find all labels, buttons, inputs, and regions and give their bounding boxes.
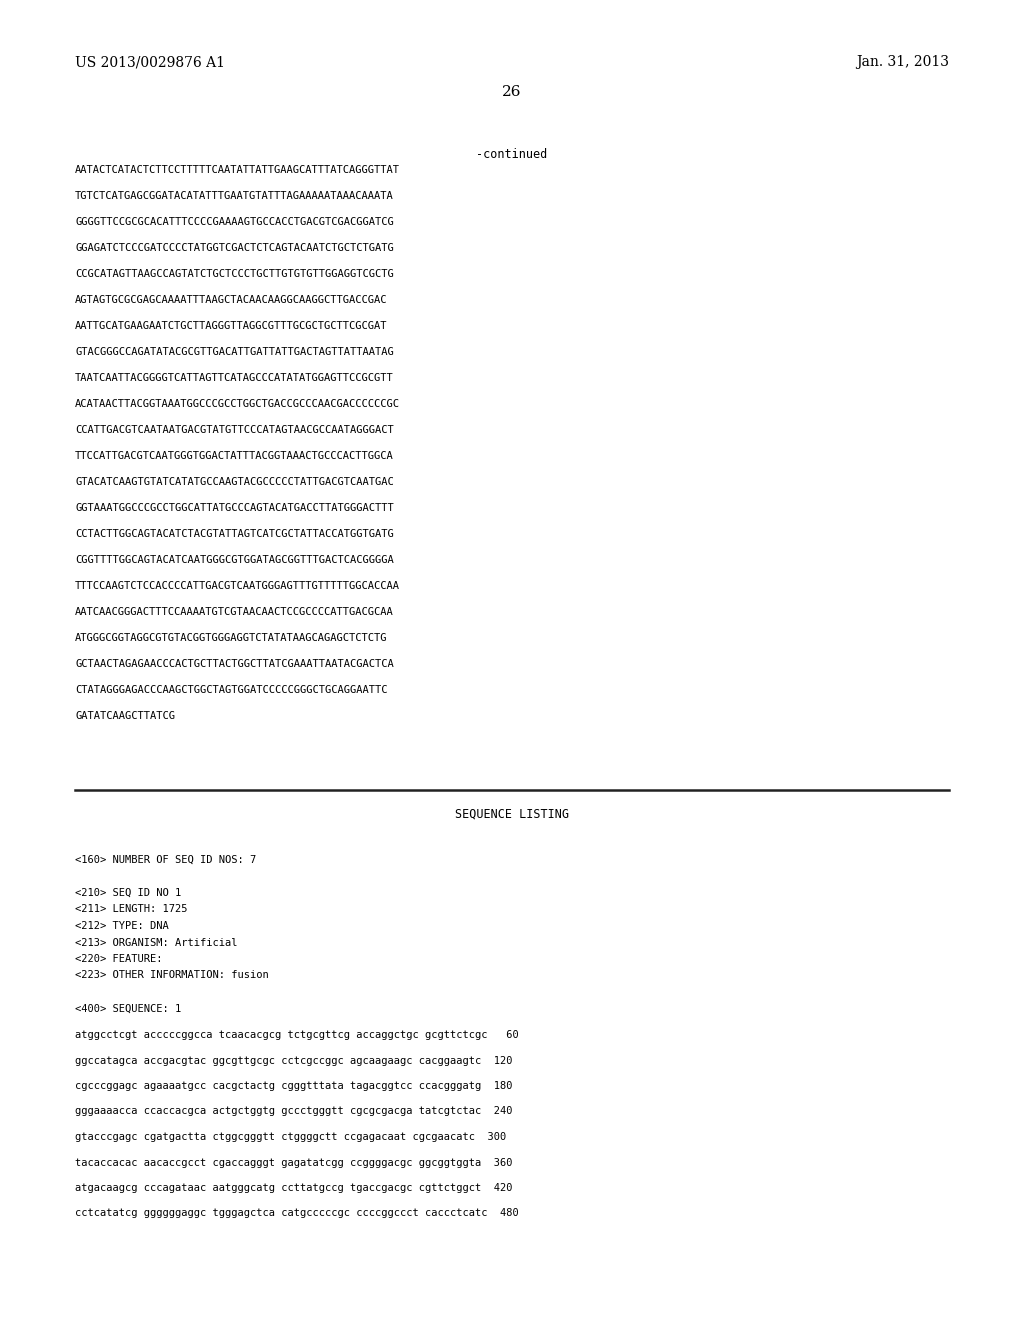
Text: GTACGGGCCAGATATACGCGTTGACATTGATTATTGACTAGTTATTAATAG: GTACGGGCCAGATATACGCGTTGACATTGATTATTGACTA… [75, 347, 394, 356]
Text: ACATAACTTACGGTAAATGGCCCGCCTGGCTGACCGCCCAACGACCCCCCGC: ACATAACTTACGGTAAATGGCCCGCCTGGCTGACCGCCCA… [75, 399, 400, 409]
Text: <160> NUMBER OF SEQ ID NOS: 7: <160> NUMBER OF SEQ ID NOS: 7 [75, 855, 256, 865]
Text: AATCAACGGGACTTTCCAAAATGTCGTAACAACTCCGCCCCATTGACGCAA: AATCAACGGGACTTTCCAAAATGTCGTAACAACTCCGCCC… [75, 607, 394, 616]
Text: Jan. 31, 2013: Jan. 31, 2013 [856, 55, 949, 69]
Text: TTTCCAAGTCTCCACCCCATTGACGTCAATGGGAGTTTGTTTTTGGCACCAA: TTTCCAAGTCTCCACCCCATTGACGTCAATGGGAGTTTGT… [75, 581, 400, 591]
Text: cgcccggagc agaaaatgcc cacgctactg cgggtttata tagacggtcc ccacgggatg  180: cgcccggagc agaaaatgcc cacgctactg cgggttt… [75, 1081, 512, 1092]
Text: TTCCATTGACGTCAATGGGTGGACTATTTACGGTAAACTGCCCACTTGGCA: TTCCATTGACGTCAATGGGTGGACTATTTACGGTAAACTG… [75, 451, 394, 461]
Text: ATGGGCGGTAGGCGTGTACGGTGGGAGGTCTATATAAGCAGAGCTCTCTG: ATGGGCGGTAGGCGTGTACGGTGGGAGGTCTATATAAGCA… [75, 634, 387, 643]
Text: <400> SEQUENCE: 1: <400> SEQUENCE: 1 [75, 1003, 181, 1014]
Text: CCATTGACGTCAATAATGACGTATGTTCCCATAGTAACGCCAATAGGGACT: CCATTGACGTCAATAATGACGTATGTTCCCATAGTAACGC… [75, 425, 394, 436]
Text: AATTGCATGAAGAATCTGCTTAGGGTTAGGCGTTTGCGCTGCTTCGCGAT: AATTGCATGAAGAATCTGCTTAGGGTTAGGCGTTTGCGCT… [75, 321, 387, 331]
Text: <210> SEQ ID NO 1: <210> SEQ ID NO 1 [75, 888, 181, 898]
Text: <211> LENGTH: 1725: <211> LENGTH: 1725 [75, 904, 187, 915]
Text: ggccatagca accgacgtac ggcgttgcgc cctcgccggc agcaagaagc cacggaagtc  120: ggccatagca accgacgtac ggcgttgcgc cctcgcc… [75, 1056, 512, 1065]
Text: CTATAGGGAGACCCAAGCTGGCTAGTGGATCCCCCGGGCTGCAGGAATTC: CTATAGGGAGACCCAAGCTGGCTAGTGGATCCCCCGGGCT… [75, 685, 387, 696]
Text: gtacccgagc cgatgactta ctggcgggtt ctggggctt ccgagacaat cgcgaacatc  300: gtacccgagc cgatgactta ctggcgggtt ctggggc… [75, 1133, 506, 1142]
Text: TAATCAATTACGGGGTCATTAGTTCATAGCCCATATATGGAGTTCCGCGTT: TAATCAATTACGGGGTCATTAGTTCATAGCCCATATATGG… [75, 374, 394, 383]
Text: GTACATCAAGTGTATCATATGCCAAGTACGCCCCCTATTGACGTCAATGAC: GTACATCAAGTGTATCATATGCCAAGTACGCCCCCTATTG… [75, 477, 394, 487]
Text: tacaccacac aacaccgcct cgaccagggt gagatatcgg ccggggacgc ggcggtggta  360: tacaccacac aacaccgcct cgaccagggt gagatat… [75, 1158, 512, 1167]
Text: GGGGTTCCGCGCACATTTCCCCGAAAAGTGCCACCTGACGTCGACGGATCG: GGGGTTCCGCGCACATTTCCCCGAAAAGTGCCACCTGACG… [75, 216, 394, 227]
Text: <212> TYPE: DNA: <212> TYPE: DNA [75, 921, 169, 931]
Text: GGTAAATGGCCCGCCTGGCATTATGCCCAGTACATGACCTTATGGGACTTT: GGTAAATGGCCCGCCTGGCATTATGCCCAGTACATGACCT… [75, 503, 394, 513]
Text: CGGTTTTGGCAGTACATCAATGGGCGTGGATAGCGGTTTGACTCACGGGGA: CGGTTTTGGCAGTACATCAATGGGCGTGGATAGCGGTTTG… [75, 554, 394, 565]
Text: CCGCATAGTTAAGCCAGTATCTGCTCCCTGCTTGTGTGTTGGAGGTCGCTG: CCGCATAGTTAAGCCAGTATCTGCTCCCTGCTTGTGTGTT… [75, 269, 394, 279]
Text: GATATCAAGCTTATCG: GATATCAAGCTTATCG [75, 711, 175, 721]
Text: GGAGATCTCCCGATCCCCTATGGTCGACTCTCAGTACAATCTGCTCTGATG: GGAGATCTCCCGATCCCCTATGGTCGACTCTCAGTACAAT… [75, 243, 394, 253]
Text: AGTAGTGCGCGAGCAAAATTTAAGCTACAACAAGGCAAGGCTTGACCGAC: AGTAGTGCGCGAGCAAAATTTAAGCTACAACAAGGCAAGG… [75, 294, 387, 305]
Text: CCTACTTGGCAGTACATCTACGTATTAGTCATCGCTATTACCATGGTGATG: CCTACTTGGCAGTACATCTACGTATTAGTCATCGCTATTA… [75, 529, 394, 539]
Text: <223> OTHER INFORMATION: fusion: <223> OTHER INFORMATION: fusion [75, 970, 268, 981]
Text: 26: 26 [502, 84, 522, 99]
Text: <220> FEATURE:: <220> FEATURE: [75, 954, 163, 964]
Text: atgacaagcg cccagataac aatgggcatg ccttatgccg tgaccgacgc cgttctggct  420: atgacaagcg cccagataac aatgggcatg ccttatg… [75, 1183, 512, 1193]
Text: cctcatatcg ggggggaggc tgggagctca catgcccccgc ccccggccct caccctcatc  480: cctcatatcg ggggggaggc tgggagctca catgccc… [75, 1209, 519, 1218]
Text: US 2013/0029876 A1: US 2013/0029876 A1 [75, 55, 225, 69]
Text: AATACTCATACTCTTCCTTTTTCAATATTATTGAAGCATTTATCAGGGTTAT: AATACTCATACTCTTCCTTTTTCAATATTATTGAAGCATT… [75, 165, 400, 176]
Text: <213> ORGANISM: Artificial: <213> ORGANISM: Artificial [75, 937, 238, 948]
Text: atggcctcgt acccccggcca tcaacacgcg tctgcgttcg accaggctgc gcgttctcgc   60: atggcctcgt acccccggcca tcaacacgcg tctgcg… [75, 1030, 519, 1040]
Text: GCTAACTAGAGAACCCACTGCTTACTGGCTTATCGAAATTAATACGACTCA: GCTAACTAGAGAACCCACTGCTTACTGGCTTATCGAAATT… [75, 659, 394, 669]
Text: TGTCTCATGAGCGGATACATATTTGAATGTATTTAGAAAAATAAACAAATA: TGTCTCATGAGCGGATACATATTTGAATGTATTTAGAAAA… [75, 191, 394, 201]
Text: gggaaaacca ccaccacgca actgctggtg gccctgggtt cgcgcgacga tatcgtctac  240: gggaaaacca ccaccacgca actgctggtg gccctgg… [75, 1106, 512, 1117]
Text: -continued: -continued [476, 148, 548, 161]
Text: SEQUENCE LISTING: SEQUENCE LISTING [455, 808, 569, 821]
